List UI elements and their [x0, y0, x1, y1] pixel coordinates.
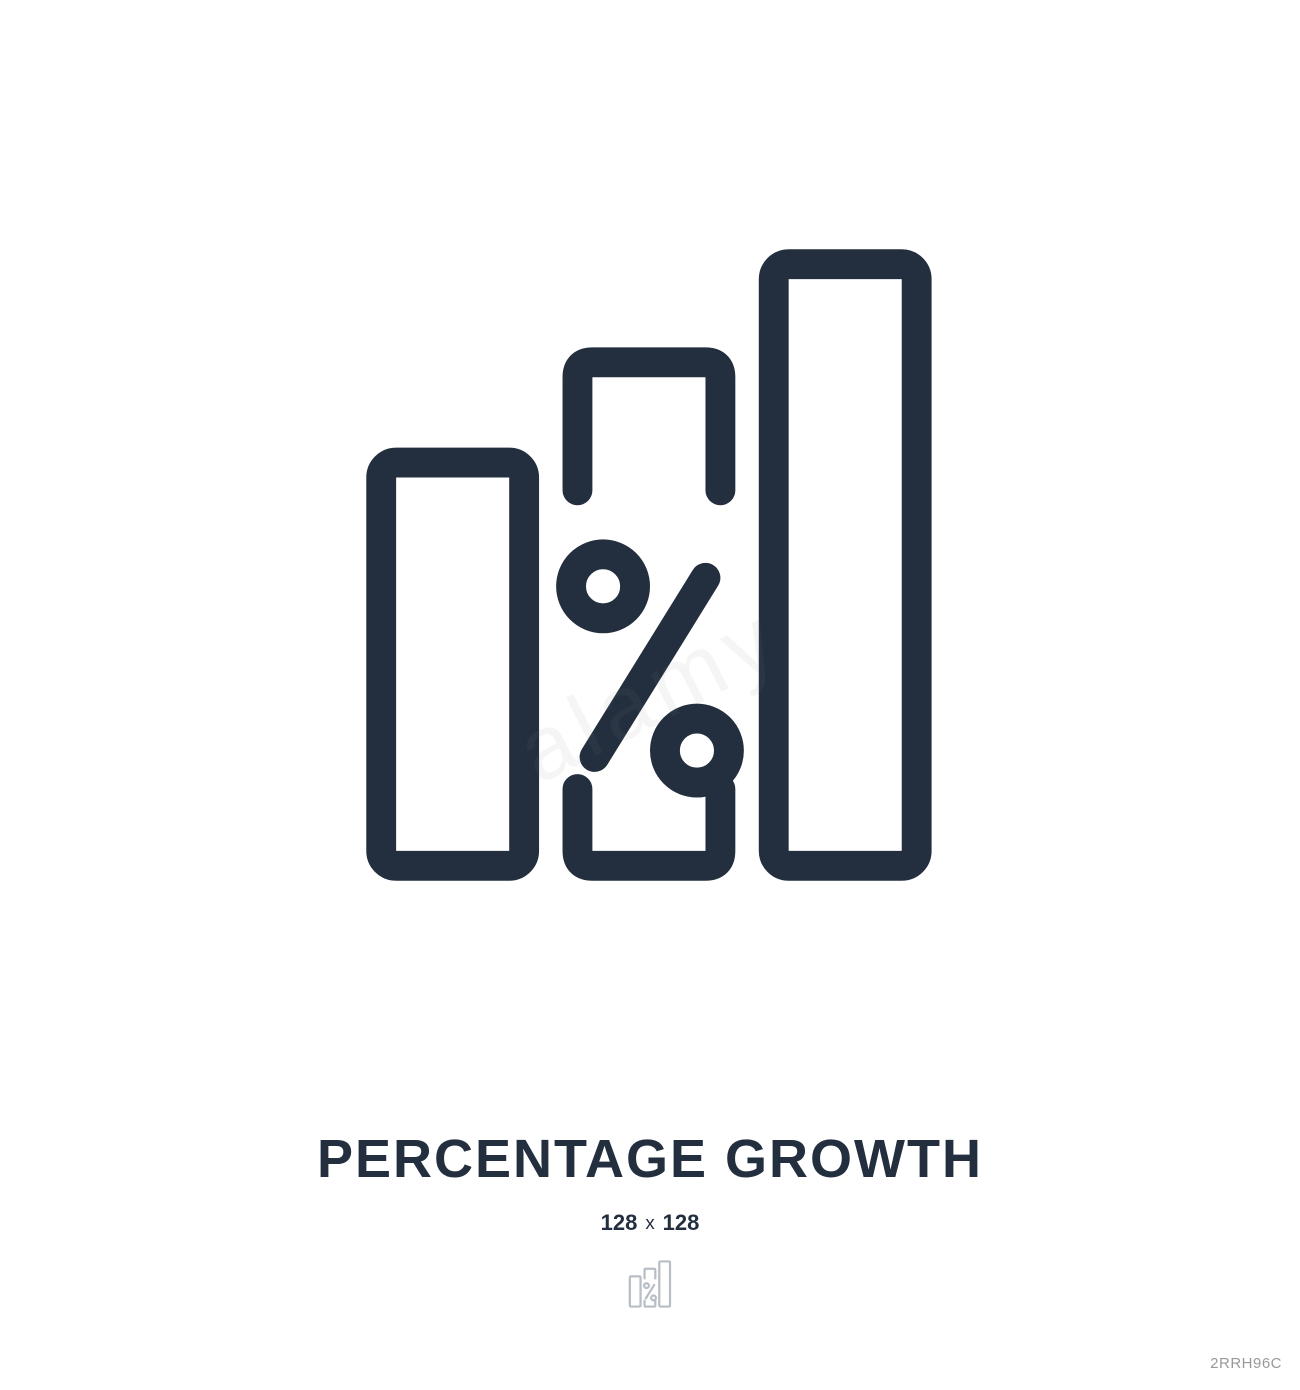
dimension-separator: x: [645, 1212, 654, 1234]
dimension-width: 128: [601, 1210, 638, 1236]
percentage-growth-icon: [330, 245, 970, 890]
image-credit: 2RRH96C: [1210, 1355, 1282, 1372]
icon-dimensions: 128 x 128: [601, 1210, 700, 1236]
icon-title: PERCENTAGE GROWTH: [317, 1128, 983, 1190]
dimension-height: 128: [663, 1210, 700, 1236]
percentage-growth-mini-icon: [626, 1260, 674, 1313]
